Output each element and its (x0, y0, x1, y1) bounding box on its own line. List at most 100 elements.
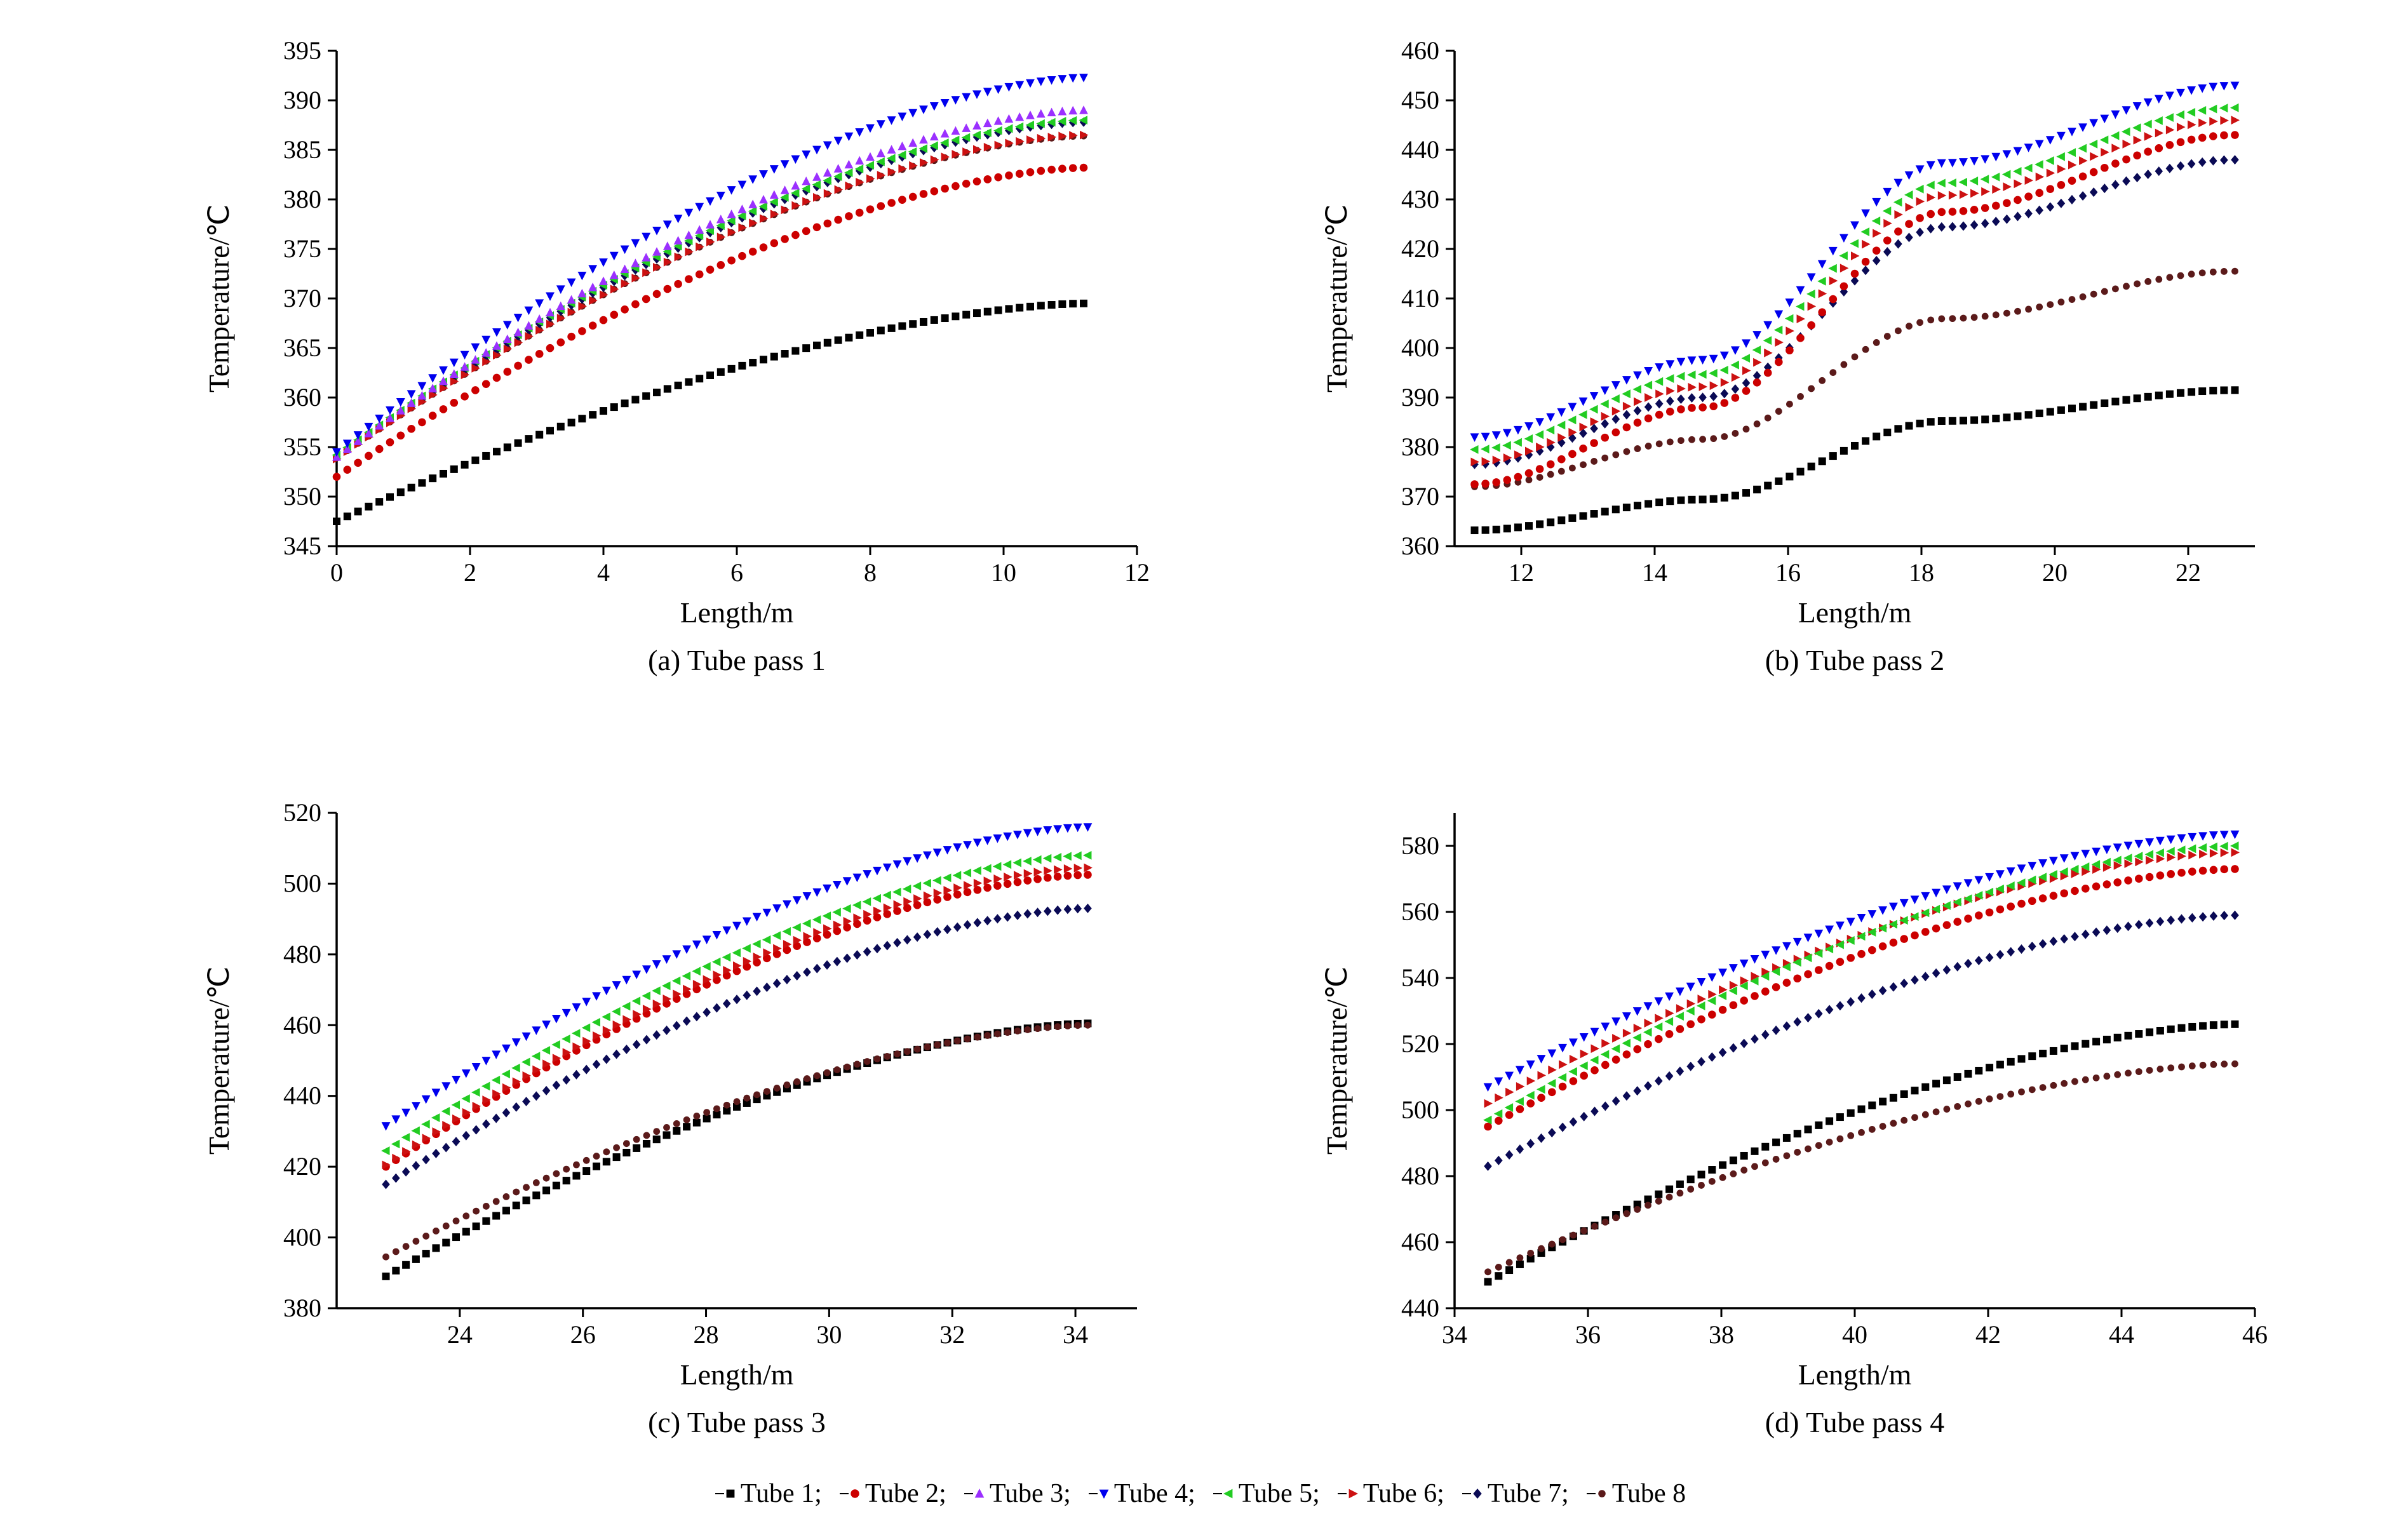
ytick-440: 440 (283, 1081, 321, 1110)
x-axis-label: Length/m (1798, 596, 1912, 629)
series-tube7 (382, 904, 1092, 1189)
legend-marker-icon-2 (840, 1487, 861, 1500)
xtick-40: 40 (1842, 1320, 1867, 1349)
ytick-360: 360 (283, 383, 321, 412)
ytick-520: 520 (1401, 1029, 1439, 1058)
ytick-500: 500 (283, 869, 321, 897)
series-tube1 (333, 300, 1087, 525)
ytick-370: 370 (283, 284, 321, 312)
ytick-380: 380 (283, 185, 321, 213)
xtick-26: 26 (570, 1320, 596, 1349)
xtick-0: 0 (330, 558, 343, 587)
ytick-460: 460 (1401, 1228, 1439, 1256)
xtick-8: 8 (864, 558, 877, 587)
series-tube2 (333, 164, 1088, 481)
ytick-400: 400 (1401, 333, 1439, 362)
ytick-540: 540 (1401, 963, 1439, 992)
xtick-44: 44 (2109, 1320, 2134, 1349)
xtick-32: 32 (939, 1320, 965, 1349)
legend-item-tube-8: Tube 8 (1587, 1478, 1686, 1509)
xtick-24: 24 (447, 1320, 473, 1349)
ytick-350: 350 (283, 482, 321, 511)
series-tube1 (1471, 386, 2239, 534)
legend-label-tube-3: Tube 3; (990, 1478, 1071, 1509)
x-axis-label: Length/m (680, 1358, 794, 1391)
axes-group-c: 380 400 420 440 460 480 500 520 24 26 28 30 32 34 Leng… (203, 798, 1137, 1438)
ytick-360: 360 (1401, 532, 1439, 560)
legend-label-tube-5: Tube 5; (1239, 1478, 1320, 1509)
series-tube4 (1484, 831, 2240, 1092)
ytick-400: 400 (283, 1223, 321, 1252)
ytick-520: 520 (283, 798, 321, 827)
legend-marker-icon-7 (1462, 1487, 1484, 1500)
series-tube8 (1484, 1061, 2238, 1275)
series-tube5 (1483, 841, 2239, 1124)
ytick-460: 460 (1401, 36, 1439, 65)
y-axis-label: Temperature/℃ (1321, 967, 1353, 1155)
legend-items-container: Tube 1; Tube 2; Tube 3; Tube 4; Tube 5; … (706, 1476, 1695, 1509)
series-tube7 (1470, 155, 2239, 469)
axes-group-d: 440 460 480 500 520 540 560 580 34 36 38 40 42 44 46 Le… (1321, 813, 2268, 1438)
ytick-440: 440 (1401, 135, 1439, 164)
panel-tube-pass-1: 345 350 355 360 365 370 375 380 385 390 395 0 2 4 6 8 10… (191, 25, 1175, 692)
xtick-42: 42 (1975, 1320, 2001, 1349)
chart-svg-b: 360 370 380 390 400 410 420 430 440 450 460 12 14 16 1… (1308, 25, 2293, 692)
axes-group-a: 345 350 355 360 365 370 375 380 385 390 395 0 2 4 6 8 10… (203, 36, 1150, 676)
panel-tube-pass-3: 380 400 420 440 460 480 500 520 24 26 28 30 32 34 Leng… (191, 787, 1175, 1454)
legend-item-tube-3: Tube 3; (964, 1478, 1071, 1509)
ytick-380: 380 (1401, 432, 1439, 461)
chart-legend: Tube 1; Tube 2; Tube 3; Tube 4; Tube 5; … (0, 1476, 2401, 1509)
xtick-2: 2 (464, 558, 476, 587)
panel-caption: (d) Tube pass 4 (1765, 1406, 1944, 1438)
xtick-34: 34 (1063, 1320, 1088, 1349)
legend-item-tube-5: Tube 5; (1213, 1478, 1320, 1509)
legend-marker-icon-8 (1587, 1487, 1608, 1500)
xtick-4: 4 (597, 558, 610, 587)
series-tube8 (1471, 268, 2238, 490)
ytick-560: 560 (1401, 897, 1439, 926)
ytick-580: 580 (1401, 831, 1439, 860)
axes-group-b: 360 370 380 390 400 410 420 430 440 450 460 12 14 16 1… (1321, 36, 2255, 676)
xtick-28: 28 (694, 1320, 719, 1349)
ytick-420: 420 (1401, 234, 1439, 263)
chart-svg-a: 3453503553603653703753803853903950 2 4 6 8 10… (191, 25, 1175, 692)
ytick-480: 480 (1401, 1162, 1439, 1190)
legend-label-tube-7: Tube 7; (1488, 1478, 1569, 1509)
xtick-10: 10 (991, 558, 1016, 587)
legend-item-tube-6: Tube 6; (1338, 1478, 1444, 1509)
ytick-440: 440 (1401, 1294, 1439, 1322)
x-axis-label: Length/m (1798, 1358, 1912, 1391)
legend-item-tube-2: Tube 2; (840, 1478, 946, 1509)
xtick-30: 30 (816, 1320, 842, 1349)
legend-label-tube-2: Tube 2; (865, 1478, 946, 1509)
ytick-345: 345 (283, 532, 321, 560)
ytick-390: 390 (283, 86, 321, 114)
chart-svg-d: 440 460 480 500 520 540 560 580 34 36 38 40 42 44 46 Le… (1308, 787, 2293, 1454)
ytick-385: 385 (283, 135, 321, 164)
ytick-370: 370 (1401, 482, 1439, 511)
legend-label-tube-6: Tube 6; (1363, 1478, 1444, 1509)
xtick-20: 20 (2042, 558, 2068, 587)
legend-item-tube-1: Tube 1; (715, 1478, 822, 1509)
y-axis-label: Temperature/℃ (203, 204, 235, 392)
legend-marker-icon-6 (1338, 1487, 1359, 1500)
panel-caption: (b) Tube pass 2 (1765, 644, 1944, 676)
panel-tube-pass-4: 440 460 480 500 520 540 560 580 34 36 38 40 42 44 46 Le… (1308, 787, 2293, 1454)
panel-caption: (a) Tube pass 1 (648, 644, 826, 676)
legend-marker-icon-1 (715, 1487, 737, 1500)
y-axis-label: Temperature/℃ (203, 967, 235, 1155)
xtick-22: 22 (2176, 558, 2201, 587)
ytick-390: 390 (1401, 383, 1439, 412)
legend-item-tube-4: Tube 4; (1089, 1478, 1195, 1509)
xtick-36: 36 (1575, 1320, 1601, 1349)
legend-marker-icon-3 (964, 1487, 986, 1500)
chart-page: 345 350 355 360 365 370 375 380 385 390 395 0 2 4 6 8 10… (0, 0, 2401, 1540)
ytick-450: 450 (1401, 86, 1439, 114)
xtick-18: 18 (1909, 558, 1934, 587)
x-axis-label: Length/m (680, 596, 794, 629)
ytick-395: 395 (283, 36, 321, 65)
panel-caption: (c) Tube pass 3 (648, 1406, 826, 1438)
legend-marker-icon-4 (1089, 1487, 1110, 1500)
ytick-420: 420 (283, 1152, 321, 1181)
xtick-12: 12 (1509, 558, 1534, 587)
